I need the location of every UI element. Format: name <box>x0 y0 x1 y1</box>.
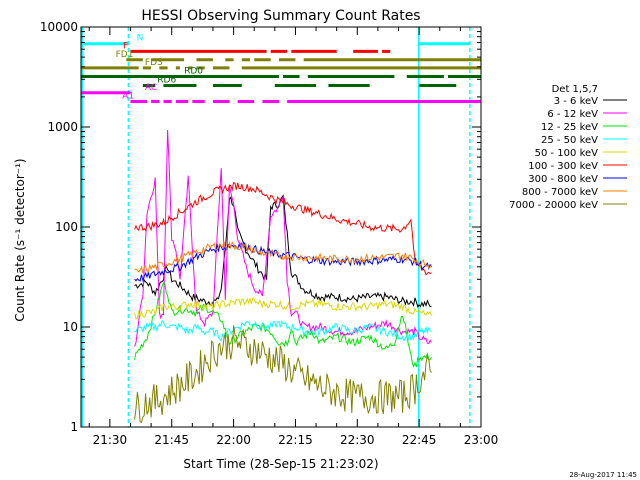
y-tick-label: 1 <box>70 420 78 434</box>
legend-entry-label: 3 - 6 keV <box>554 96 598 107</box>
series-line <box>134 319 432 342</box>
legend-entry-label: 300 - 800 keV <box>528 174 598 185</box>
flag-label: AC <box>145 83 157 93</box>
flag-label: A1 <box>122 91 134 101</box>
series-line <box>134 194 432 308</box>
x-axis-label: Start Time (28-Sep-15 21:23:02) <box>183 457 378 471</box>
flag-label: FD1 <box>116 50 134 60</box>
y-tick-label: 10000 <box>40 20 78 34</box>
x-tick-label: 22:45 <box>402 433 437 447</box>
legend-entry-label: 7000 - 20000 keV <box>509 200 598 211</box>
y-tick-label: 10 <box>63 320 78 334</box>
y-tick-label: 1000 <box>47 120 78 134</box>
flag-label: RD0 <box>184 66 203 76</box>
legend-entry-label: 100 - 300 keV <box>528 161 598 172</box>
legend: Det 1,5,7 3 - 6 keV 6 - 12 keV 12 - 25 keV… <box>509 84 627 211</box>
x-tick-label: 23:00 <box>464 433 499 447</box>
series-line <box>134 129 432 347</box>
flag-label: RD6 <box>157 76 176 86</box>
y-axis-label: Count Rate (s⁻¹ detector⁻¹) <box>13 158 27 321</box>
legend-title: Det 1,5,7 <box>552 84 598 95</box>
legend-entry-label: 6 - 12 keV <box>547 109 598 120</box>
series-line <box>134 282 432 368</box>
flag-label: N <box>137 34 144 44</box>
series-line <box>134 241 432 274</box>
x-tick-label: 22:30 <box>340 433 375 447</box>
series-line <box>134 325 432 424</box>
legend-entry-label: 50 - 100 keV <box>535 148 599 159</box>
plot-content <box>81 27 481 427</box>
legend-entry-label: 800 - 7000 keV <box>522 187 598 198</box>
x-tick-label: 22:00 <box>216 433 251 447</box>
chart-title: HESSI Observing Summary Count Rates <box>141 8 420 24</box>
y-tick-label: 100 <box>55 220 78 234</box>
x-tick-label: 21:30 <box>93 433 128 447</box>
flag-label: FD3 <box>145 58 163 68</box>
timestamp: 28-Aug-2017 11:45 <box>569 471 637 479</box>
series-line <box>134 181 432 276</box>
legend-entry-label: 25 - 50 keV <box>541 135 598 146</box>
flag-label: F <box>123 41 128 51</box>
axes: 21:30 21:45 22:00 22:15 22:30 22:45 23:00 1 10 10… <box>40 20 498 447</box>
x-tick-label: 22:15 <box>278 433 313 447</box>
series-line <box>134 297 432 320</box>
legend-entry-label: 12 - 25 keV <box>541 122 598 133</box>
series-line <box>134 241 432 283</box>
x-tick-label: 21:45 <box>154 433 189 447</box>
